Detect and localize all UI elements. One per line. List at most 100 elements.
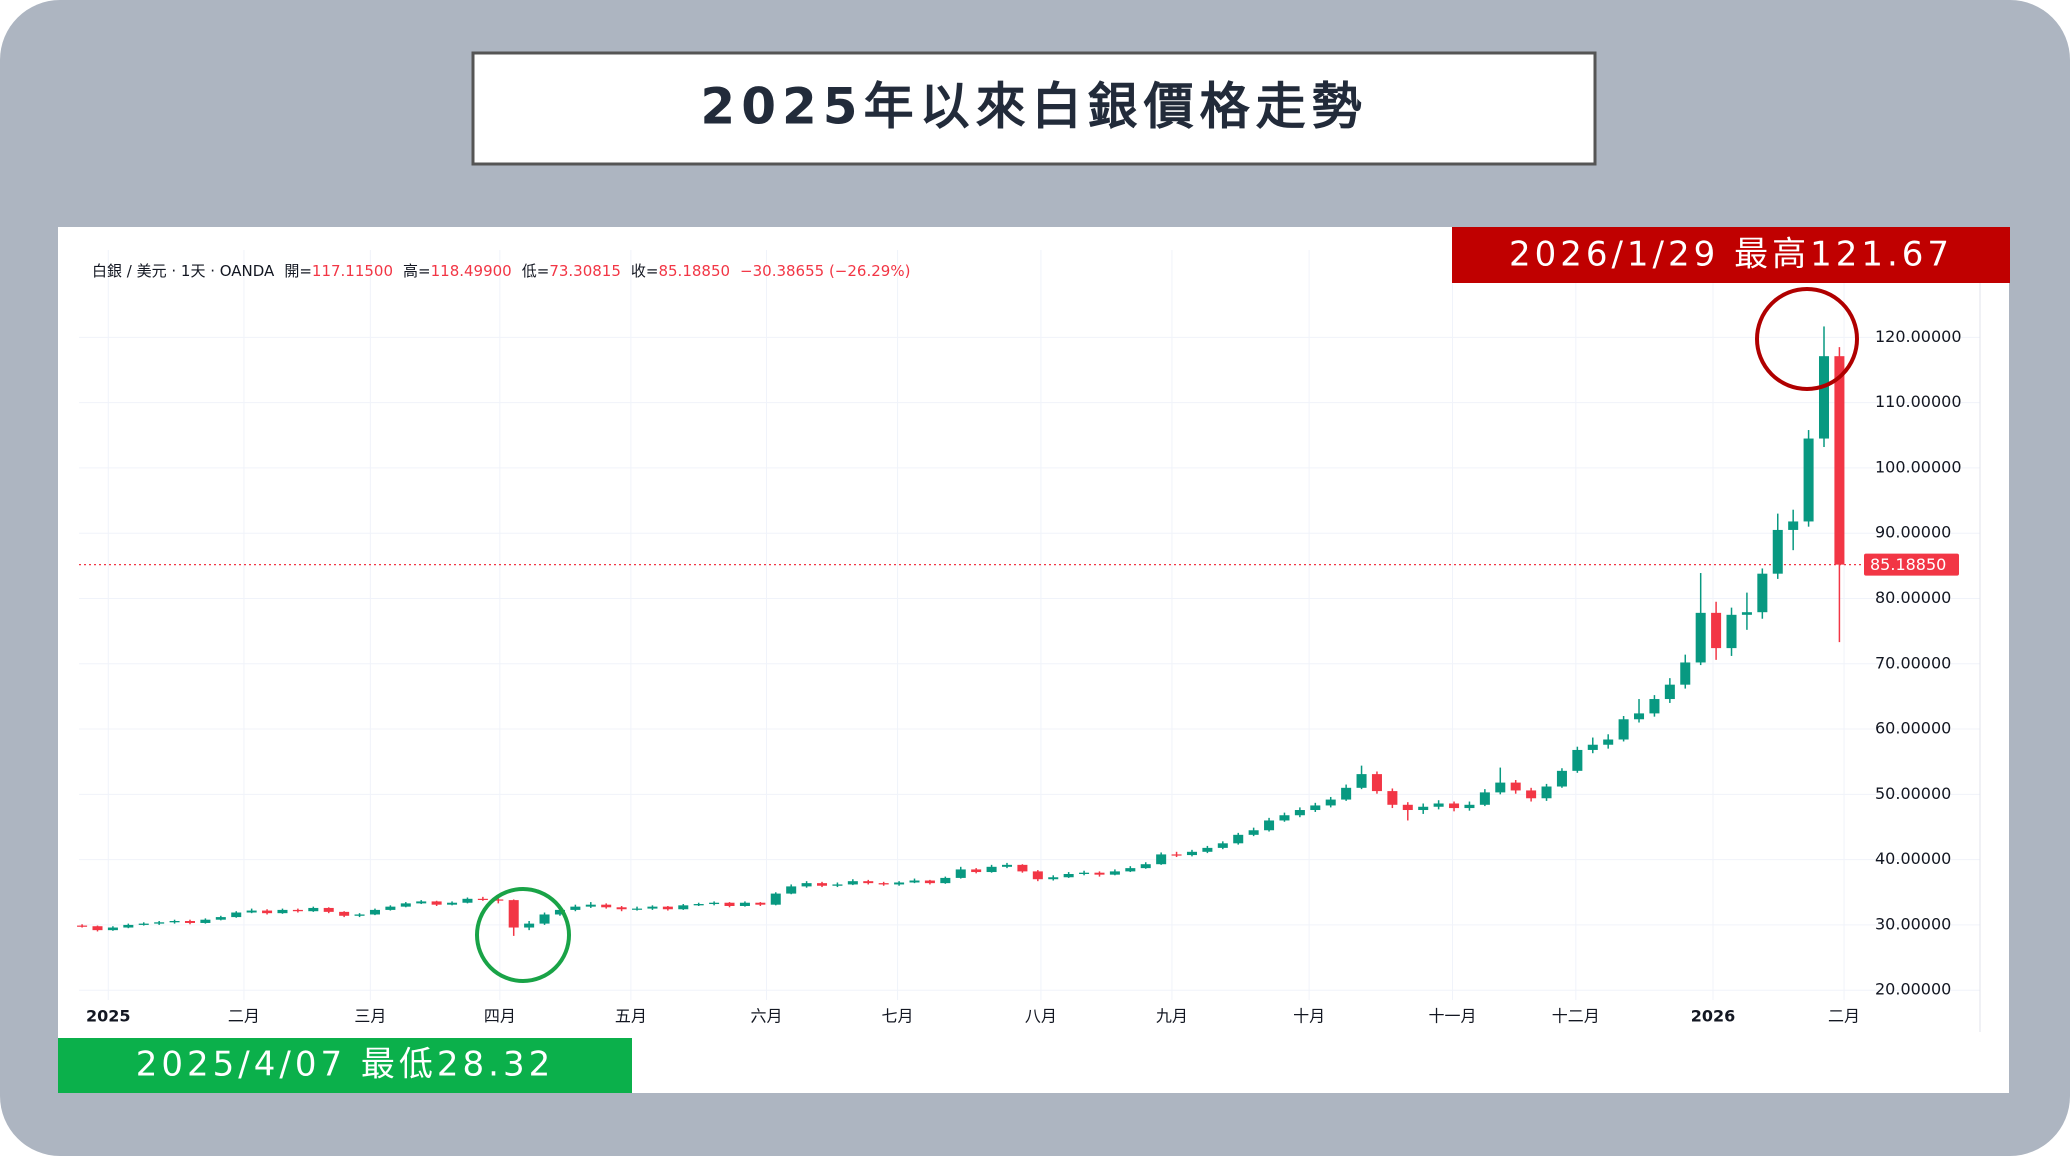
- candle-body: [1449, 803, 1460, 809]
- candle-body: [1001, 864, 1013, 867]
- x-tick-label: 二月: [1828, 1007, 1860, 1026]
- y-tick-label: 60.00000: [1875, 719, 1951, 738]
- candle-body: [1726, 614, 1737, 649]
- x-tick-label: 2026: [1691, 1007, 1736, 1026]
- candle-body: [1156, 854, 1167, 865]
- candle-body: [200, 919, 211, 923]
- candle-body: [616, 907, 627, 910]
- candle-body: [632, 908, 643, 910]
- y-tick-label: 30.00000: [1875, 914, 1951, 933]
- candle-body: [662, 906, 673, 910]
- x-tick-label: 十二月: [1552, 1007, 1600, 1026]
- low-circle: [475, 887, 571, 983]
- chart-panel: [58, 227, 2009, 1093]
- candle-body: [647, 906, 658, 909]
- candle-body: [971, 869, 982, 873]
- price-label-box: [1864, 553, 1959, 576]
- candle-body: [369, 909, 380, 915]
- candle-body: [1818, 356, 1830, 439]
- candle-body: [123, 924, 134, 928]
- candle-body: [601, 904, 612, 908]
- candle-body: [107, 927, 118, 931]
- candle-body: [1387, 791, 1398, 805]
- candle-body: [1464, 804, 1475, 809]
- header-ohlc-value: 85.18850: [658, 262, 730, 280]
- candle-body: [1079, 872, 1090, 874]
- plot: 20.00000 30.00000 40.00000 50.00000 60.00000…: [77, 250, 1980, 1026]
- header-ohlc-label: 開=: [284, 262, 312, 280]
- x-tick-label: 2025: [86, 1007, 131, 1026]
- candle-body: [323, 907, 334, 912]
- candle-body: [878, 883, 889, 885]
- price-label: 85.18850: [1870, 555, 1946, 574]
- candle-body: [1171, 854, 1182, 856]
- candle-body: [1757, 573, 1768, 613]
- header-ohlc-label: 收=: [631, 262, 659, 280]
- candle-body: [339, 911, 350, 916]
- y-tick-label: 100.00000: [1875, 457, 1962, 476]
- header-ohlc-value: 73.30815: [549, 262, 621, 280]
- candle-body: [1664, 684, 1675, 700]
- x-tick-label: 五月: [615, 1007, 647, 1026]
- candle-body: [400, 903, 411, 907]
- y-tick-label: 20.00000: [1875, 980, 1951, 999]
- candle-body: [1048, 877, 1059, 880]
- candle-body: [416, 901, 427, 904]
- candle-body: [1603, 739, 1614, 745]
- candle-body: [1032, 871, 1043, 880]
- candle-body: [755, 902, 766, 905]
- candle-body: [1264, 820, 1275, 831]
- candle-body: [154, 922, 165, 924]
- candle-body: [1371, 774, 1382, 792]
- candle-body: [1695, 612, 1706, 663]
- x-tick-label: 三月: [354, 1007, 386, 1026]
- candle-body: [308, 907, 319, 912]
- header-ohlc-value: 117.11500: [312, 262, 393, 280]
- candle-body: [138, 923, 149, 925]
- candle-body: [1310, 805, 1321, 811]
- candle-body: [169, 921, 180, 923]
- candle-body: [1094, 872, 1105, 875]
- candle-body: [955, 869, 966, 878]
- x-tick-label: 八月: [1025, 1007, 1057, 1026]
- header-ohlc-label: 低=: [522, 262, 550, 280]
- candle-body: [447, 902, 458, 905]
- candle-body: [909, 880, 920, 883]
- x-tick-label: 七月: [882, 1007, 914, 1026]
- candle-body: [262, 910, 273, 914]
- x-tick-label: 九月: [1156, 1007, 1188, 1026]
- candle-body: [554, 909, 565, 915]
- candle-body: [724, 902, 735, 906]
- candle-body: [493, 899, 504, 901]
- candle-body: [1711, 612, 1722, 649]
- candle-body: [1526, 790, 1537, 799]
- header: 白銀 / 美元 · 1天 · OANDA 開=117.11500 高=118.499…: [92, 262, 910, 280]
- y-tick-label: 80.00000: [1875, 588, 1951, 607]
- candle-body: [924, 880, 935, 884]
- candle-body: [817, 883, 828, 886]
- y-tick-label: 70.00000: [1875, 653, 1951, 672]
- candle-body: [1233, 834, 1244, 844]
- candle-body: [1556, 770, 1567, 787]
- candle-body: [1418, 806, 1429, 811]
- y-tick-label: 110.00000: [1875, 392, 1962, 411]
- candle-body: [585, 904, 596, 907]
- low-annotation: 2025/4/07 最低28.32: [136, 1045, 554, 1085]
- candle-body: [693, 904, 704, 906]
- candle-body: [1479, 792, 1490, 805]
- candle-body: [1649, 699, 1660, 714]
- candle-body: [847, 881, 858, 885]
- chart-title: 2025年以來白銀價格走勢: [700, 78, 1367, 136]
- candle-body: [1541, 786, 1552, 799]
- candle-body: [462, 898, 473, 903]
- candle-body: [770, 893, 781, 905]
- x-tick-label: 六月: [751, 1007, 783, 1026]
- candle-body: [539, 914, 550, 924]
- candle-body: [1788, 521, 1799, 530]
- candle-body: [1109, 871, 1120, 875]
- candle-body: [1202, 847, 1213, 852]
- candle-body: [277, 909, 288, 914]
- candle-body: [1217, 843, 1228, 848]
- candle-body: [1618, 719, 1629, 740]
